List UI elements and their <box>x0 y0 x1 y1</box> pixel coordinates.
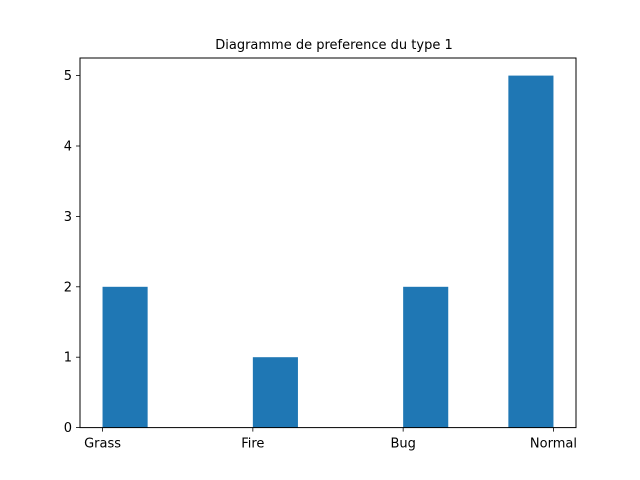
bar-fire <box>252 357 298 428</box>
y-tick-label: 0 <box>64 421 72 436</box>
x-tick-label: Grass <box>84 437 121 452</box>
bar-group <box>102 75 554 428</box>
x-tick-label: Bug <box>390 437 415 452</box>
chart-title: Diagramme de preference du type 1 <box>215 38 453 53</box>
y-tick-label: 5 <box>64 69 72 84</box>
bar-bug <box>403 286 449 428</box>
y-tick-label: 1 <box>64 351 72 366</box>
y-axis: 0 1 2 3 4 5 <box>64 69 80 436</box>
bar-grass <box>102 286 148 428</box>
y-tick-label: 3 <box>64 210 72 225</box>
y-tick-label: 2 <box>64 280 72 295</box>
x-axis: Grass Fire Bug Normal <box>84 427 577 452</box>
bar-normal <box>508 75 554 428</box>
x-tick-label: Fire <box>241 437 264 452</box>
x-tick-label: Normal <box>530 437 577 452</box>
plot-frame <box>79 57 577 429</box>
y-tick-label: 4 <box>64 140 72 155</box>
